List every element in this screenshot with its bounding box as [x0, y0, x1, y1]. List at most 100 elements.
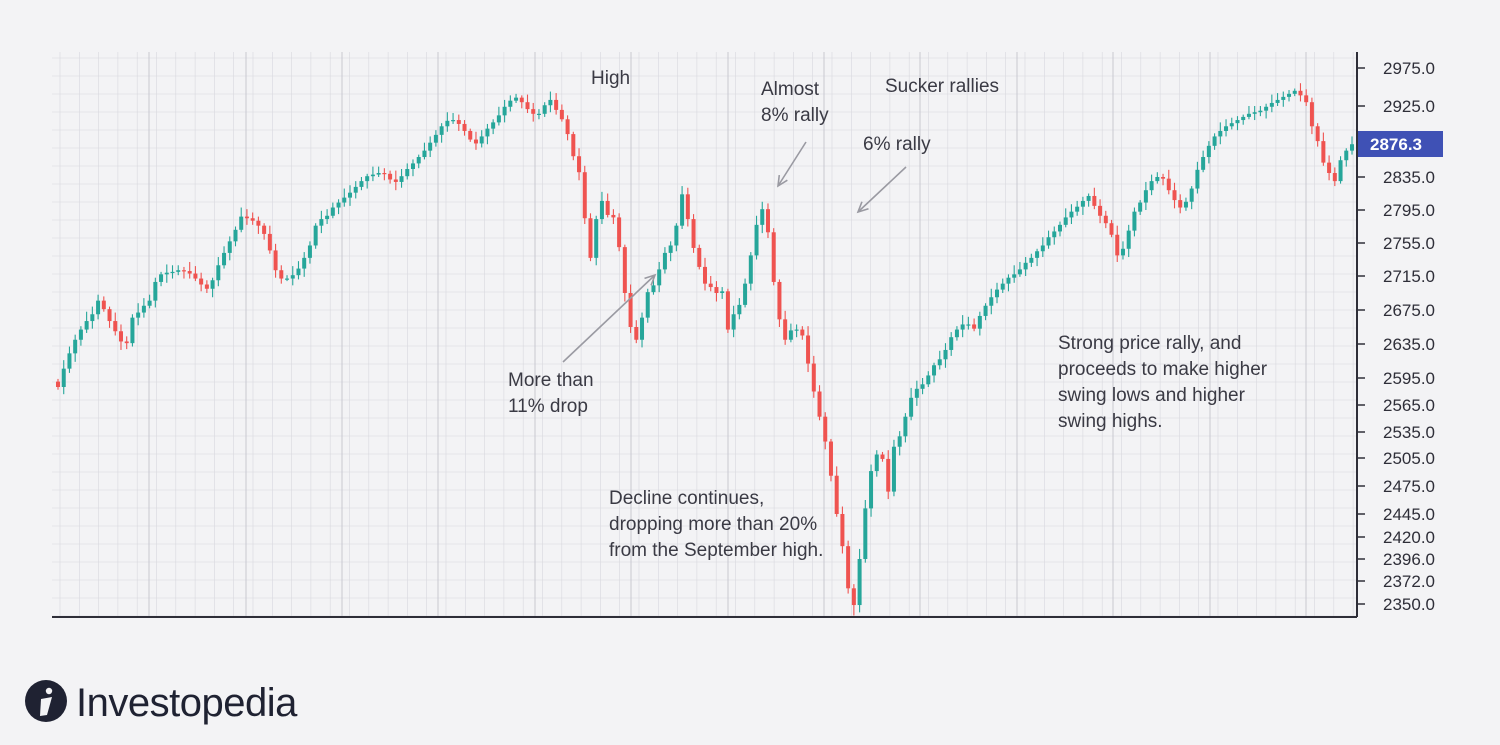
candle-body	[714, 287, 719, 293]
y-axis-label: 2505.0	[1383, 449, 1435, 468]
candle-body	[685, 194, 690, 220]
candle-body	[290, 275, 295, 279]
candle-body	[342, 197, 347, 203]
current-price-tag-bg	[1358, 131, 1443, 157]
candle-body	[1183, 201, 1188, 208]
candle-body	[519, 97, 524, 103]
candle-body	[897, 436, 902, 447]
candle-body	[657, 269, 662, 286]
candle-body	[118, 331, 123, 342]
candle-body	[622, 247, 627, 293]
candle-body	[439, 126, 444, 135]
candle-body	[1281, 96, 1286, 100]
y-axis-label: 2975.0	[1383, 59, 1435, 78]
candle-body	[508, 100, 513, 107]
candle-body	[451, 120, 456, 122]
candle-body	[1258, 110, 1263, 113]
candle-body	[1195, 169, 1200, 189]
candle-body	[1000, 283, 1005, 290]
candle-body	[1063, 217, 1068, 225]
candle-body	[989, 297, 994, 306]
current-price-text: 2876.3	[1370, 135, 1422, 154]
candle-body	[1035, 251, 1040, 258]
candle-body	[617, 217, 622, 248]
candle-body	[462, 123, 467, 131]
candle-body	[1321, 141, 1326, 163]
candle-body	[1023, 262, 1028, 270]
candle-body	[737, 304, 742, 315]
annotation-more-than-drop: More than 11% drop	[508, 370, 594, 417]
candle-body	[1224, 126, 1229, 131]
candle-body	[891, 446, 896, 492]
candle-body	[869, 471, 874, 509]
candle-body	[1138, 202, 1143, 212]
y-axis-label: 2675.0	[1383, 301, 1435, 320]
candle-body	[565, 119, 570, 135]
candle-body	[90, 314, 95, 322]
candle-body	[691, 219, 696, 248]
candle-body	[995, 289, 1000, 298]
candle-body	[514, 97, 519, 101]
candle-body	[1338, 160, 1343, 182]
candle-body	[181, 270, 186, 272]
candle-body	[920, 384, 925, 389]
y-axis-label: 2595.0	[1383, 369, 1435, 388]
y-axis-label: 2715.0	[1383, 267, 1435, 286]
candle-body	[285, 278, 290, 280]
candle-body	[1235, 120, 1240, 124]
candle-body	[880, 454, 885, 459]
candle-body	[725, 291, 730, 330]
candle-body	[1304, 95, 1309, 103]
candle-body	[233, 229, 238, 242]
candle-body	[1252, 112, 1257, 114]
candle-body	[388, 173, 393, 180]
candle-body	[1120, 248, 1125, 256]
candle-body	[788, 330, 793, 340]
candle-body	[1344, 150, 1349, 161]
candle-body	[279, 270, 284, 279]
candle-body	[96, 300, 101, 315]
annotation-sucker-rallies: Sucker rallies	[885, 76, 1000, 97]
candle-body	[783, 319, 788, 340]
candle-body	[1092, 195, 1097, 206]
y-axis-ticks	[1357, 67, 1365, 605]
candle-body	[445, 120, 450, 127]
candle-body	[73, 339, 78, 354]
candle-body	[943, 349, 948, 360]
candle-body	[1075, 206, 1080, 212]
candle-body	[1218, 130, 1223, 137]
candle-body	[966, 324, 971, 326]
candle-body	[1189, 188, 1194, 202]
candle-body	[1069, 211, 1074, 218]
candle-body	[244, 216, 249, 219]
candle-body	[886, 458, 891, 492]
arrow-almost-rally	[777, 141, 807, 188]
candle-body	[1178, 200, 1183, 208]
candle-body	[325, 215, 330, 220]
candle-body	[296, 268, 301, 276]
candle-body	[250, 218, 255, 221]
y-axis-labels: 2975.0 2925.0 2835.0 2795.0 2755.0 2715.0 2675…	[1383, 59, 1435, 614]
candle-body	[777, 281, 782, 320]
candle-body	[124, 341, 129, 344]
candle-body	[210, 280, 215, 289]
candle-body	[542, 105, 547, 114]
candle-body	[834, 475, 839, 514]
y-axis-label: 2445.0	[1383, 505, 1435, 524]
candle-body	[1109, 223, 1114, 235]
candle-body	[193, 273, 198, 279]
candle-body	[811, 363, 816, 392]
candle-body	[1052, 231, 1057, 238]
y-axis-label: 2396.0	[1383, 550, 1435, 569]
candle-body	[771, 232, 776, 282]
candle-body	[605, 200, 610, 215]
candle-body	[468, 130, 473, 140]
candle-body	[1029, 257, 1034, 263]
candle-body	[926, 375, 931, 385]
candle-body	[840, 514, 845, 547]
candle-body	[651, 285, 656, 293]
candle-body	[491, 122, 496, 129]
annotation-6-rally: 6% rally	[863, 134, 931, 155]
candle-body	[983, 305, 988, 316]
candle-body	[422, 150, 427, 158]
